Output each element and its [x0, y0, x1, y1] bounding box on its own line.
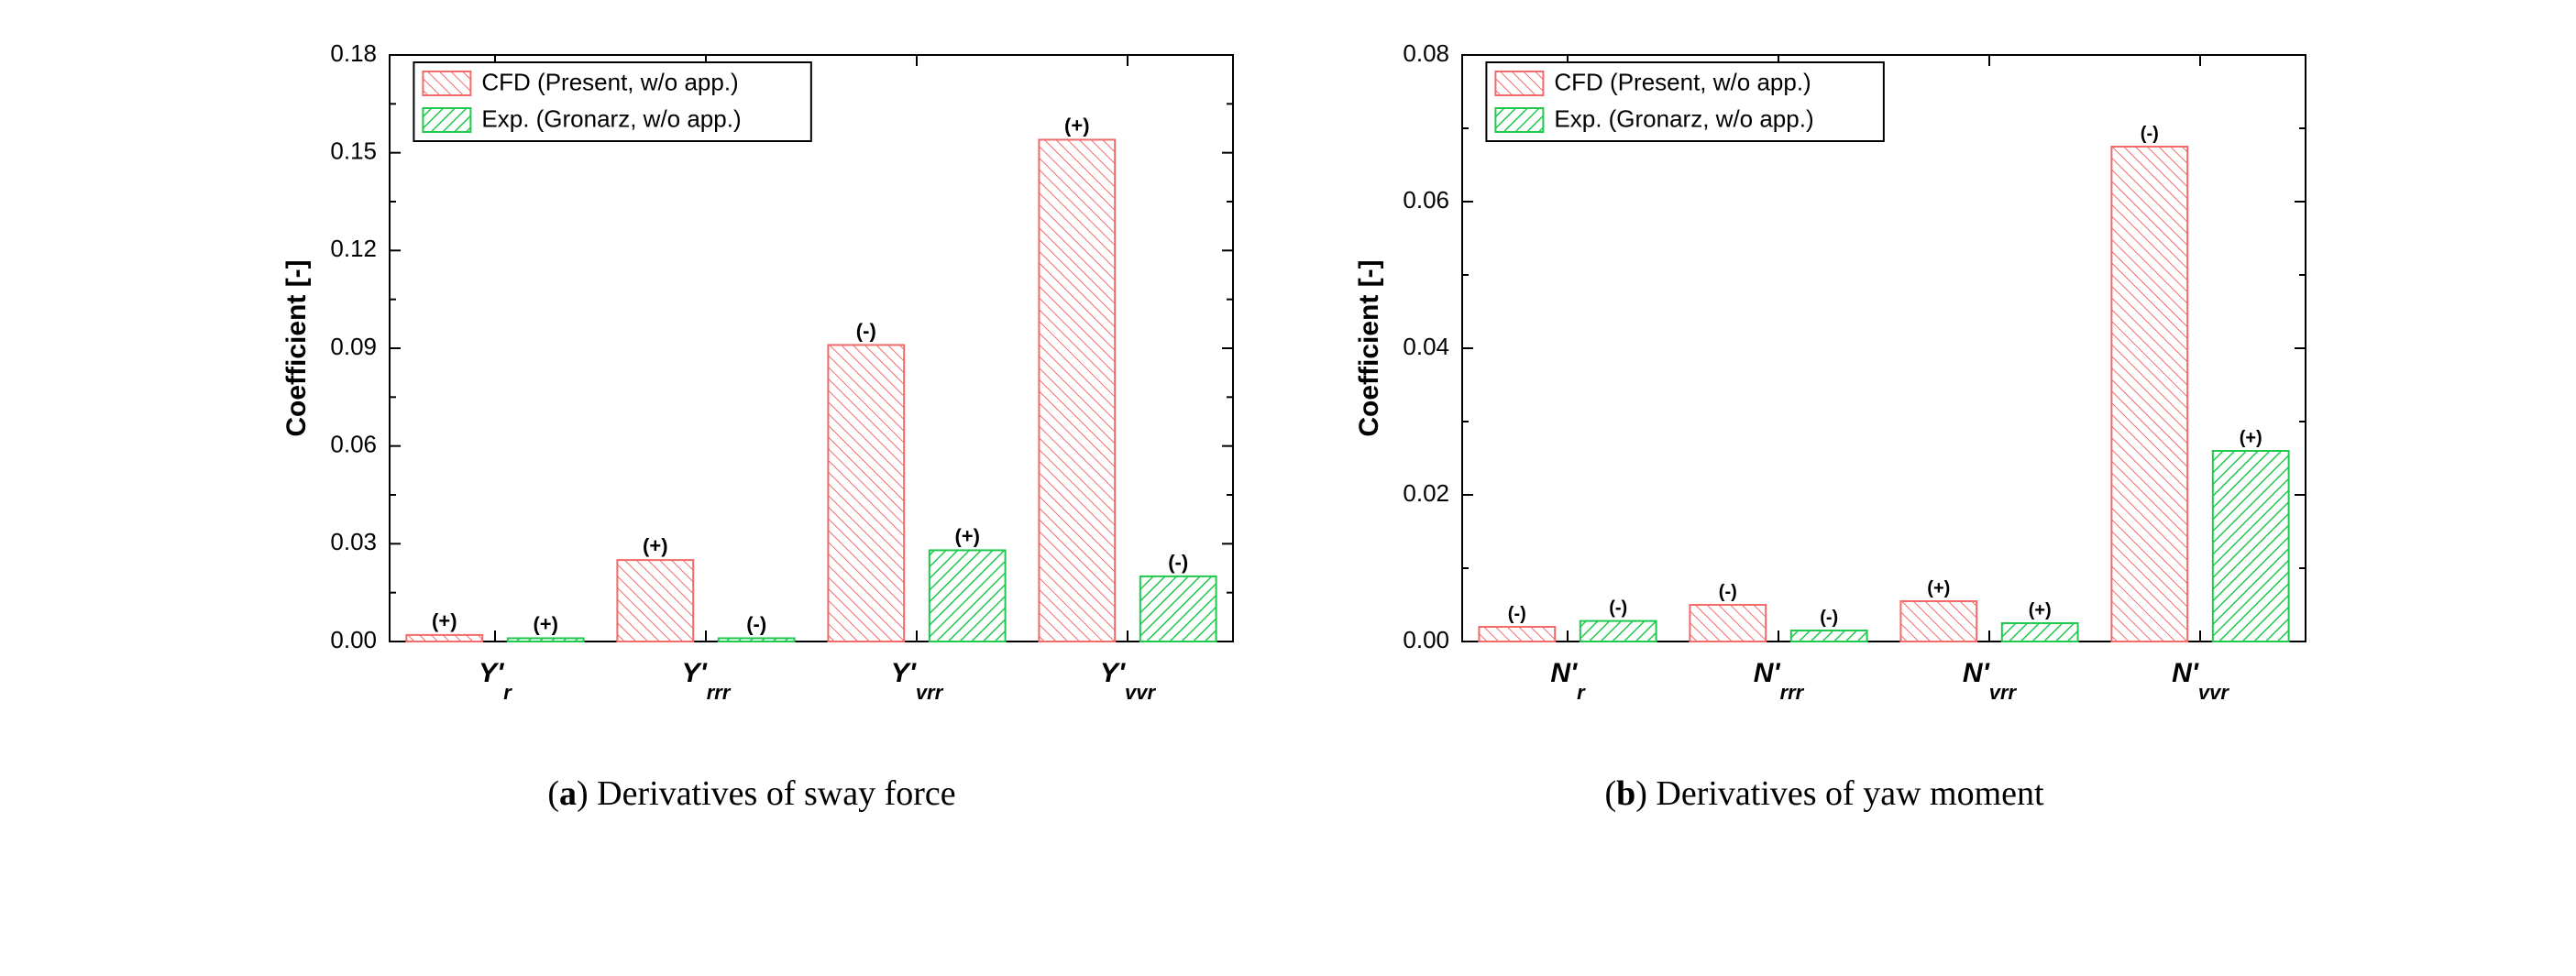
legend: CFD (Present, w/o app.) Exp. (Gronarz, w/… [413, 62, 810, 141]
bar [719, 638, 795, 642]
bar-sign-label: (-) [856, 319, 876, 342]
chart-svg-a: 0.00 0.03 0.06 0.09 0.12 0.15 0.18 Coefficient … [243, 27, 1260, 751]
bar-sign-label: (+) [2240, 428, 2262, 448]
bar-sign-label: (-) [2141, 124, 2159, 144]
panel-b: 0.00 0.02 0.04 0.06 0.08 Coefficient [-] (-) (-… [1316, 27, 2333, 814]
bar [1900, 601, 1976, 642]
bar-sign-label: (+) [954, 524, 980, 547]
caption-b: (b) Derivatives of yaw moment [1604, 773, 2043, 814]
caption-a-letter: a [559, 774, 577, 813]
y-axis-title: Coefficient [-] [1354, 259, 1384, 436]
ytick-label: 0.00 [1403, 626, 1449, 653]
legend-label: Exp. (Gronarz, w/o app.) [1554, 104, 1813, 132]
panel-a: 0.00 0.03 0.06 0.09 0.12 0.15 0.18 Coefficient … [243, 27, 1260, 814]
legend-swatch [1495, 108, 1543, 132]
bar-sign-label: (+) [1927, 578, 1950, 598]
chart-svg-b: 0.00 0.02 0.04 0.06 0.08 Coefficient [-] (-) (-… [1316, 27, 2333, 751]
legend-swatch [1495, 71, 1543, 95]
bar-sign-label: (-) [1168, 551, 1188, 574]
bar-sign-label: (+) [1064, 114, 1090, 137]
ytick-label: 0.02 [1403, 479, 1449, 507]
bar-sign-label: (+) [2029, 600, 2052, 620]
category-label: Y'vrr [891, 658, 944, 704]
bar-sign-label: (-) [1820, 608, 1838, 628]
bar [2111, 147, 2187, 642]
legend-swatch [423, 108, 470, 132]
bar [2002, 623, 2078, 642]
ytick-label: 0.03 [330, 528, 377, 555]
chart-b-container: 0.00 0.02 0.04 0.06 0.08 Coefficient [-] (-) (-… [1316, 27, 2333, 751]
ytick-label: 0.04 [1403, 333, 1449, 360]
bar [617, 560, 693, 642]
category-label: Y'rrr [682, 658, 732, 704]
ytick-label: 0.18 [330, 39, 377, 67]
caption-a-text: Derivatives of sway force [597, 774, 955, 813]
ytick-label: 0.06 [1403, 186, 1449, 214]
bar [1479, 627, 1555, 642]
bar [406, 635, 482, 642]
bar-sign-label: (-) [1609, 598, 1627, 619]
ytick-label: 0.12 [330, 235, 377, 262]
ytick-label: 0.08 [1403, 39, 1449, 67]
bar-sign-label: (-) [1508, 604, 1526, 624]
bar [1580, 621, 1657, 642]
caption-a: (a) Derivatives of sway force [547, 773, 955, 814]
bar-sign-label: (-) [1719, 582, 1737, 602]
bar [828, 345, 904, 642]
ytick-label: 0.09 [330, 333, 377, 360]
legend: CFD (Present, w/o app.) Exp. (Gronarz, w/… [1486, 62, 1883, 141]
category-label: N'vrr [1963, 658, 2018, 704]
bar [2213, 451, 2289, 642]
ytick-label: 0.00 [330, 626, 377, 653]
figure-row: 0.00 0.03 0.06 0.09 0.12 0.15 0.18 Coefficient … [0, 0, 2576, 832]
legend-label: CFD (Present, w/o app.) [481, 68, 738, 95]
bar [1791, 631, 1867, 642]
bar [508, 638, 584, 642]
bar [1690, 605, 1766, 642]
legend-swatch [423, 71, 470, 95]
caption-b-text: Derivatives of yaw moment [1656, 774, 2043, 813]
y-axis-title: Coefficient [-] [281, 259, 312, 436]
category-label: N'r [1550, 658, 1586, 704]
category-label: N'rrr [1754, 658, 1805, 704]
category-label: N'vvr [2172, 658, 2229, 704]
category-label: Y'vvr [1100, 658, 1157, 704]
ytick-label: 0.15 [330, 137, 377, 165]
bar-sign-label: (+) [533, 612, 558, 635]
ytick-label: 0.06 [330, 431, 377, 458]
bar [1140, 576, 1216, 642]
legend-label: Exp. (Gronarz, w/o app.) [481, 104, 741, 132]
legend-label: CFD (Present, w/o app.) [1554, 68, 1811, 95]
caption-b-letter: b [1616, 774, 1635, 813]
bar [930, 550, 1006, 642]
chart-a-container: 0.00 0.03 0.06 0.09 0.12 0.15 0.18 Coefficient … [243, 27, 1260, 751]
bar-sign-label: (+) [432, 609, 457, 632]
bar-sign-label: (+) [643, 534, 668, 557]
bar-sign-label: (-) [746, 612, 766, 635]
bar [1039, 139, 1115, 642]
category-label: Y'r [479, 658, 512, 704]
